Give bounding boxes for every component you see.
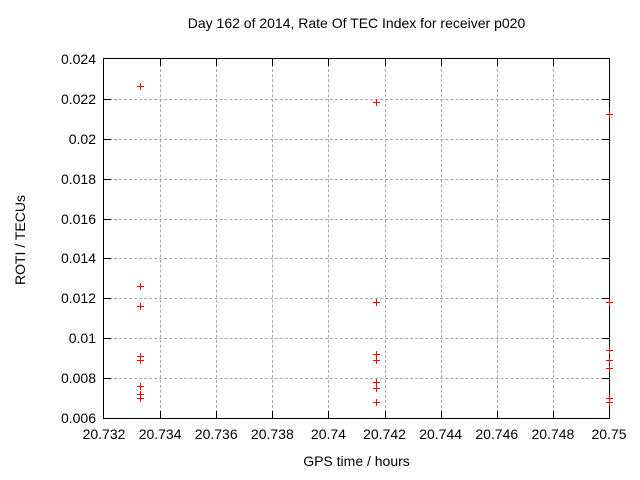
x-tick-mark	[384, 59, 386, 66]
y-gridline	[104, 258, 609, 260]
x-tick-label: 20.744	[419, 426, 463, 442]
data-point-marker	[605, 298, 613, 306]
x-tick-mark	[328, 411, 330, 418]
y-gridline	[104, 378, 609, 380]
x-tick-mark	[272, 59, 274, 66]
y-tick-mark	[602, 338, 609, 340]
y-tick-mark	[104, 178, 111, 180]
data-point-marker	[136, 382, 144, 390]
data-point-marker	[372, 384, 380, 392]
data-point-marker	[605, 346, 613, 354]
x-tick-mark	[496, 411, 498, 418]
x-tick-label: 20.75	[591, 426, 627, 442]
x-tick-label: 20.74	[310, 426, 346, 442]
y-tick-mark	[104, 98, 111, 100]
data-point-marker	[605, 364, 613, 372]
y-tick-mark	[602, 258, 609, 260]
y-tick-mark	[602, 98, 609, 100]
chart-title: Day 162 of 2014, Rate Of TEC Index for r…	[187, 15, 526, 31]
x-tick-label: 20.734	[138, 426, 182, 442]
y-tick-label: 0.024	[60, 51, 96, 67]
y-tick-mark	[602, 138, 609, 140]
x-tick-mark	[216, 411, 218, 418]
data-point-marker	[372, 99, 380, 107]
x-tick-mark	[496, 59, 498, 66]
data-point-marker	[136, 394, 144, 402]
y-tick-mark	[602, 218, 609, 220]
y-tick-label: 0.016	[60, 210, 96, 227]
y-gridline	[104, 298, 609, 300]
y-axis-label: ROTI / TECUs	[12, 195, 28, 285]
x-gridline	[552, 59, 554, 418]
x-tick-mark	[552, 59, 554, 66]
x-gridline	[160, 59, 162, 418]
data-point-marker	[605, 394, 613, 402]
data-point-marker	[372, 350, 380, 358]
y-gridline	[104, 138, 609, 140]
x-tick-label: 20.732	[82, 426, 126, 442]
y-tick-mark	[602, 178, 609, 180]
x-tick-label: 20.748	[531, 426, 575, 442]
data-point-marker	[372, 356, 380, 364]
x-gridline	[384, 59, 386, 418]
data-point-marker	[136, 282, 144, 290]
y-tick-mark	[104, 138, 111, 140]
y-gridline	[104, 178, 609, 180]
data-point-marker	[372, 398, 380, 406]
y-tick-label: 0.018	[60, 170, 96, 187]
data-point-marker	[136, 83, 144, 91]
x-tick-mark	[272, 411, 274, 418]
y-tick-label: 0.02	[68, 130, 96, 147]
data-point-marker	[136, 356, 144, 364]
y-gridline	[104, 218, 609, 220]
y-tick-label: 0.006	[60, 410, 96, 426]
data-point-marker	[372, 378, 380, 386]
y-gridline	[104, 338, 609, 340]
x-tick-label: 20.742	[363, 426, 406, 442]
y-tick-mark	[104, 338, 111, 340]
x-tick-mark	[440, 411, 442, 418]
x-tick-mark	[384, 411, 386, 418]
y-tick-label: 0.022	[60, 90, 96, 107]
x-tick-mark	[160, 411, 162, 418]
data-point-marker	[136, 352, 144, 360]
y-tick-mark	[104, 258, 111, 260]
y-tick-label: 0.008	[60, 370, 96, 387]
x-gridline	[440, 59, 442, 418]
y-tick-mark	[104, 298, 111, 300]
x-tick-mark	[552, 411, 554, 418]
x-axis-label: GPS time / hours	[303, 453, 410, 469]
x-gridline	[328, 59, 330, 418]
data-point-marker	[605, 356, 613, 364]
x-tick-label: 20.746	[475, 426, 519, 442]
y-tick-label: 0.012	[60, 290, 96, 307]
y-tick-label: 0.01	[68, 330, 96, 347]
data-point-marker	[372, 298, 380, 306]
x-gridline	[272, 59, 274, 418]
data-point-marker	[605, 398, 613, 406]
y-tick-mark	[104, 378, 111, 380]
x-tick-mark	[160, 59, 162, 66]
plot-area: 20.732 20.734 20.736 20.738 20.74 20.742 20.74…	[61, 51, 627, 442]
x-gridline	[496, 59, 498, 418]
data-point-marker	[136, 302, 144, 310]
y-tick-mark	[602, 378, 609, 380]
y-tick-mark	[602, 298, 609, 300]
y-tick-label: 0.014	[60, 250, 96, 267]
x-tick-mark	[216, 59, 218, 66]
data-point-marker	[136, 390, 144, 398]
x-gridline	[216, 59, 218, 418]
x-tick-label: 20.736	[194, 426, 238, 442]
x-tick-mark	[328, 59, 330, 66]
x-tick-label: 20.738	[250, 426, 294, 442]
y-gridline	[104, 98, 609, 100]
x-tick-mark	[440, 59, 442, 66]
data-point-marker	[605, 111, 613, 119]
y-tick-mark	[104, 218, 111, 220]
